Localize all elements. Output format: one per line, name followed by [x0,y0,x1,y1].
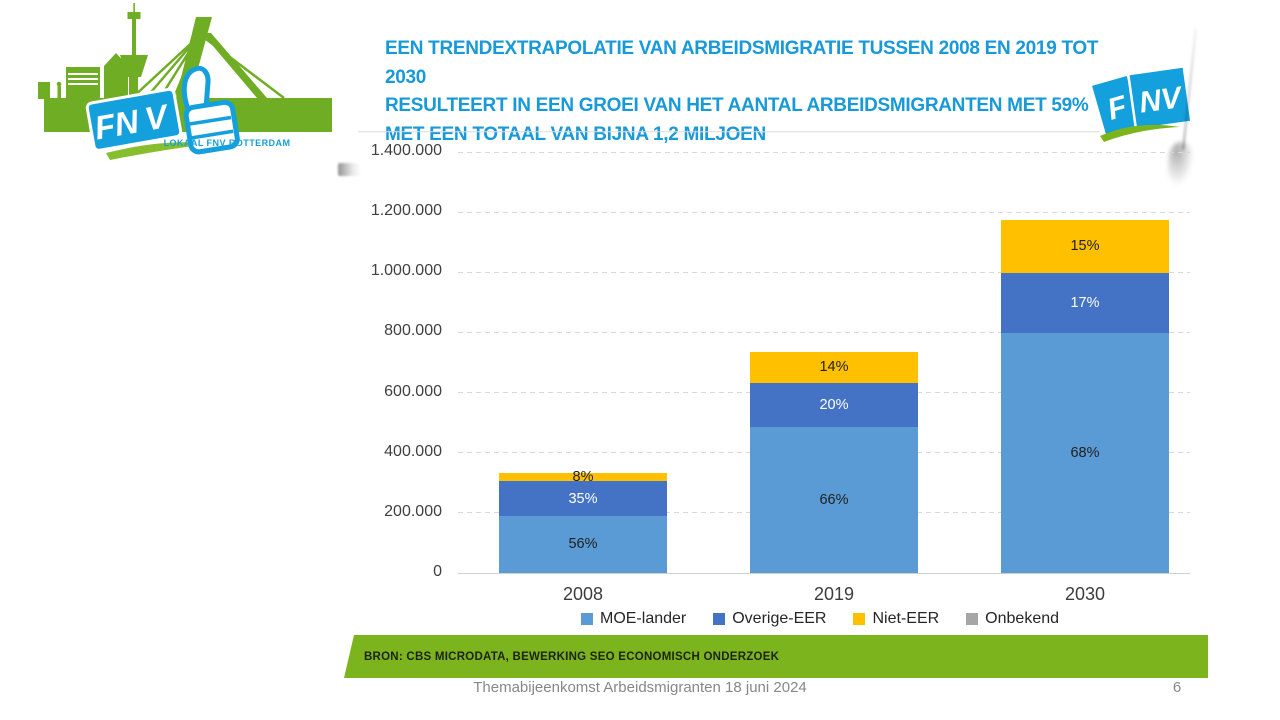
bar-segment-overige-eer-2008: 35% [499,481,667,517]
fnv-swoosh-icon [1100,124,1180,142]
thumbs-up-icon [181,65,240,155]
legend-label: Niet-EER [872,610,940,627]
bar-segment-label: 35% [568,490,598,507]
bar-segment-label: 8% [572,468,594,485]
x-axis-label-2008: 2008 [562,584,604,604]
bar-segment-label: 68% [1070,444,1100,461]
bar-segment-moe-lander-2030: 68% [1001,333,1169,573]
legend-swatch [853,613,866,625]
slide-title: EEN TRENDEXTRAPOLATIE VAN ARBEIDSMIGRATI… [385,35,1105,149]
legend-swatch [713,613,726,625]
sheet-shadow-left [338,163,361,176]
rotterdam-skyline-icon: FN V [38,3,332,160]
fnv-logo: F NV [1086,44,1193,144]
legend-swatch [580,613,593,625]
bar-segment-label: 56% [568,536,598,553]
bar-segment-label: 17% [1070,294,1100,311]
legend-label: MOE-lander [599,610,687,627]
sheet-corner-shadow [1168,142,1194,186]
bar-segment-moe-lander-2019: 66% [750,427,918,573]
fnv-logo-icon: F NV [1092,64,1193,142]
page-number: 6 [1172,679,1182,696]
gridline [458,331,1190,333]
gridline [458,211,1190,213]
y-tick-label: 1.000.000 [370,262,442,280]
legend-item-moe-lander: MOE-lander [580,610,687,628]
y-tick-label: 0 [433,563,442,580]
y-tick-label: 600.000 [384,382,442,400]
chart-legend: MOE-lander Overige-EER Niet-EER Onbekend [458,610,1182,628]
source-bar-text: BRON: CBS MICRODATA, BEWERKING SEO ECONO… [364,650,780,663]
legend-swatch [966,613,979,625]
bar-segment-moe-lander-2008: 56% [499,516,667,573]
y-tick-label: 1.200.000 [370,202,442,220]
fnv-letters-right-2: NV [1137,81,1186,120]
bar-segment-niet-eer-2030: 15% [1001,219,1169,273]
legend-item-onbekend: Onbekend [966,610,1059,628]
sheet-edge-top [358,131,1100,133]
fnv-letters-left-1: FN [92,102,143,146]
legend-item-overige-eer: Overige-EER [713,610,826,628]
slide-title-line-2: RESULTEERT IN EEN GROEI VAN HET AANTAL A… [385,95,1089,116]
bar-segment-label: 14% [819,359,849,376]
footer-title: Themabijeenkomst Arbeidsmigranten 18 jun… [473,679,807,696]
bar-chart: 0 200.000 400.000 600.000 800.000 1.000.000 1.… [350,140,1220,640]
x-axis-line [458,572,1190,574]
y-tick-label: 1.400.000 [370,142,442,159]
y-tick-label: 800.000 [384,322,442,340]
x-axis-label-2030: 2030 [1064,584,1106,604]
y-tick-label: 400.000 [384,442,442,460]
x-axis-label-2019: 2019 [813,584,855,604]
slide-title-line-3: MET EEN TOTAAL VAN BIJNA 1,2 MILJOEN [385,123,766,145]
bar-segment-label: 20% [819,396,849,413]
gridline [458,271,1190,273]
lokaal-fnv-rotterdam-caption: LOKAAL FNV ROTTERDAM [163,138,291,148]
bar-segment-overige-eer-2019: 20% [750,382,918,428]
lokaal-fnv-rotterdam-logo: FN V LOKAAL FNV ROTTERDAM [36,2,338,162]
legend-label: Overige-EER [732,610,827,627]
bar-segment-niet-eer-2008: 8% [499,470,667,484]
legend-label: Onbekend [985,610,1060,627]
bar-segment-label: 15% [1070,238,1100,255]
source-bar: BRON: CBS MICRODATA, BEWERKING SEO ECONO… [344,635,1208,678]
slide-title-line-1: EEN TRENDEXTRAPOLATIE VAN ARBEIDSMIGRATI… [385,38,1099,88]
legend-item-niet-eer: Niet-EER [853,610,939,628]
bar-segment-overige-eer-2030: 17% [1001,272,1169,334]
bar-segment-niet-eer-2019: 14% [750,351,918,383]
bar-segment-label: 66% [819,491,849,508]
gridline [458,151,1190,153]
y-tick-label: 200.000 [384,502,442,520]
